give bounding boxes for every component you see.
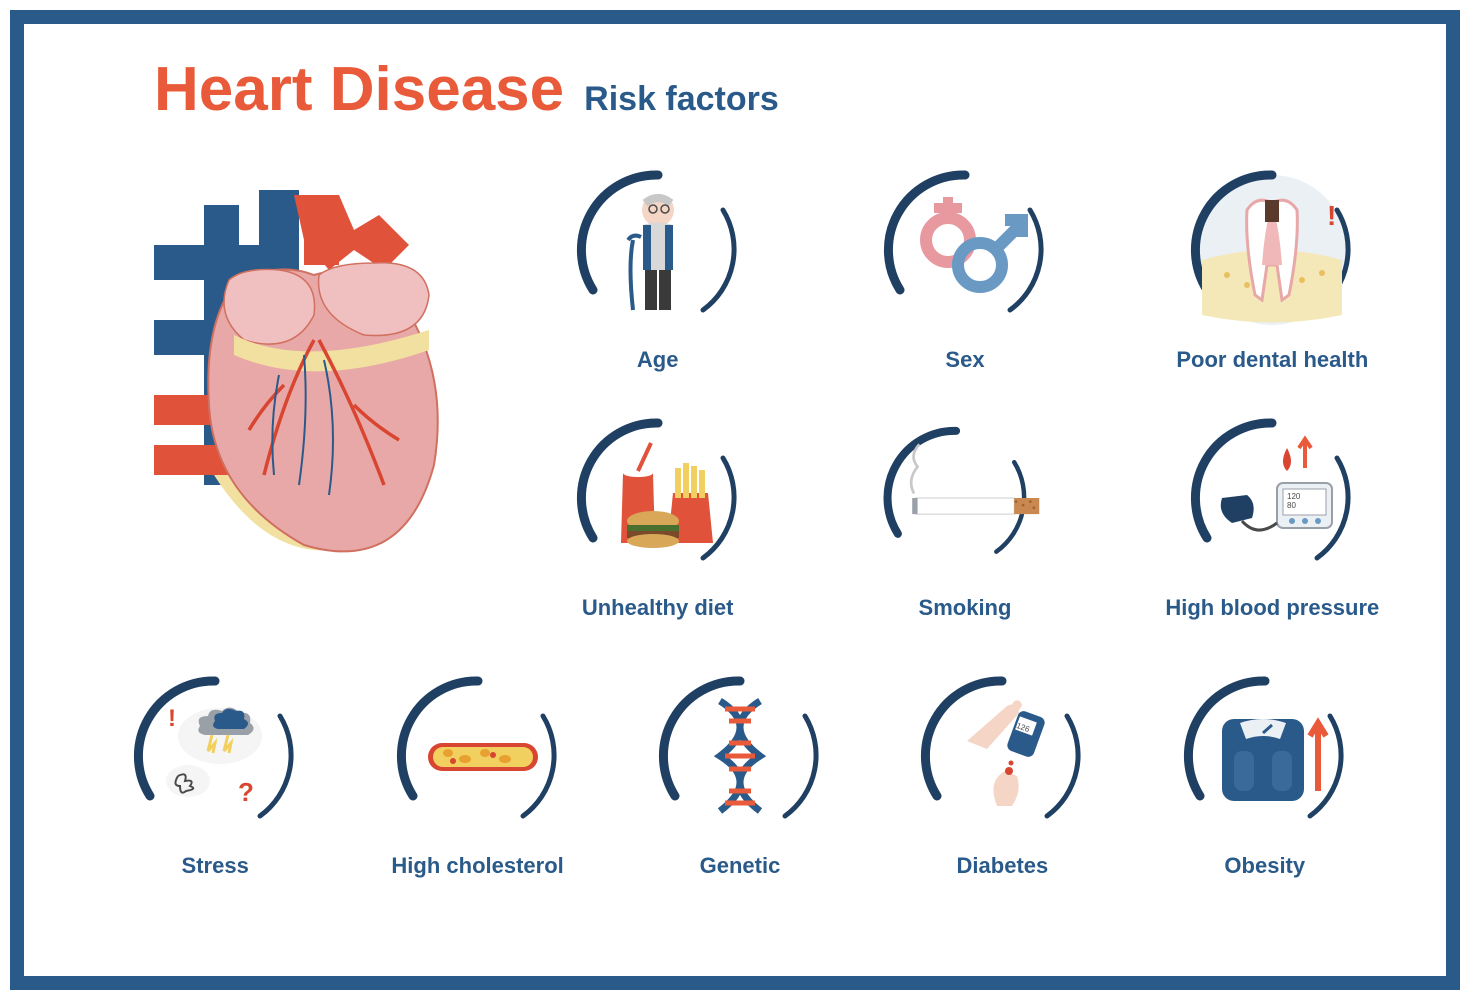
stress-icon: ! ?: [130, 671, 300, 841]
factor-genetic-label: Genetic: [700, 853, 781, 879]
svg-text:!: !: [1327, 200, 1336, 231]
smoking-icon: [880, 413, 1050, 583]
factor-sex: Sex: [860, 165, 1070, 373]
svg-text:120: 120: [1287, 492, 1301, 501]
title-subtitle: Risk factors: [584, 80, 779, 119]
heart-illustration: [84, 165, 504, 621]
svg-text:!: !: [168, 705, 176, 732]
factors-grid-top: Age: [534, 165, 1396, 621]
obesity-icon: [1180, 671, 1350, 841]
factor-stress: ! ? Stress: [110, 671, 320, 879]
bp-icon: 120 80: [1187, 413, 1357, 583]
infographic-frame: Heart Disease Risk factors: [10, 10, 1460, 990]
sex-icon: [880, 165, 1050, 335]
factor-age-label: Age: [637, 347, 679, 373]
age-icon: [573, 165, 743, 335]
factor-diabetes: 126 Diabetes: [897, 671, 1107, 879]
factor-smoking-label: Smoking: [919, 595, 1012, 621]
factor-genetic: Genetic: [635, 671, 845, 879]
content-area: Age: [84, 165, 1396, 621]
factor-bp: 120 80 High blood pressure: [1167, 413, 1377, 621]
factor-diet: Unhealthy diet: [553, 413, 763, 621]
factor-smoking: Smoking: [860, 413, 1070, 621]
factor-obesity-label: Obesity: [1224, 853, 1305, 879]
factor-cholesterol: High cholesterol: [373, 671, 583, 879]
diabetes-icon: 126: [917, 671, 1087, 841]
genetic-icon: [655, 671, 825, 841]
factor-age: Age: [553, 165, 763, 373]
title-main: Heart Disease: [154, 54, 564, 125]
factor-diabetes-label: Diabetes: [957, 853, 1049, 879]
factor-obesity: Obesity: [1160, 671, 1370, 879]
factor-sex-label: Sex: [945, 347, 984, 373]
factors-grid-bottom: ! ? Stress: [84, 671, 1396, 879]
cholesterol-icon: [393, 671, 563, 841]
heart-icon: [104, 175, 484, 595]
dental-icon: !: [1187, 165, 1357, 335]
factor-cholesterol-label: High cholesterol: [391, 853, 563, 879]
svg-text:?: ?: [238, 777, 254, 807]
factor-dental-label: Poor dental health: [1176, 347, 1368, 373]
svg-text:80: 80: [1287, 501, 1296, 510]
diet-icon: [573, 413, 743, 583]
factor-bp-label: High blood pressure: [1165, 595, 1379, 621]
title-row: Heart Disease Risk factors: [154, 54, 1396, 125]
factor-stress-label: Stress: [182, 853, 249, 879]
factor-dental: ! Poor dental health: [1167, 165, 1377, 373]
factor-diet-label: Unhealthy diet: [582, 595, 734, 621]
